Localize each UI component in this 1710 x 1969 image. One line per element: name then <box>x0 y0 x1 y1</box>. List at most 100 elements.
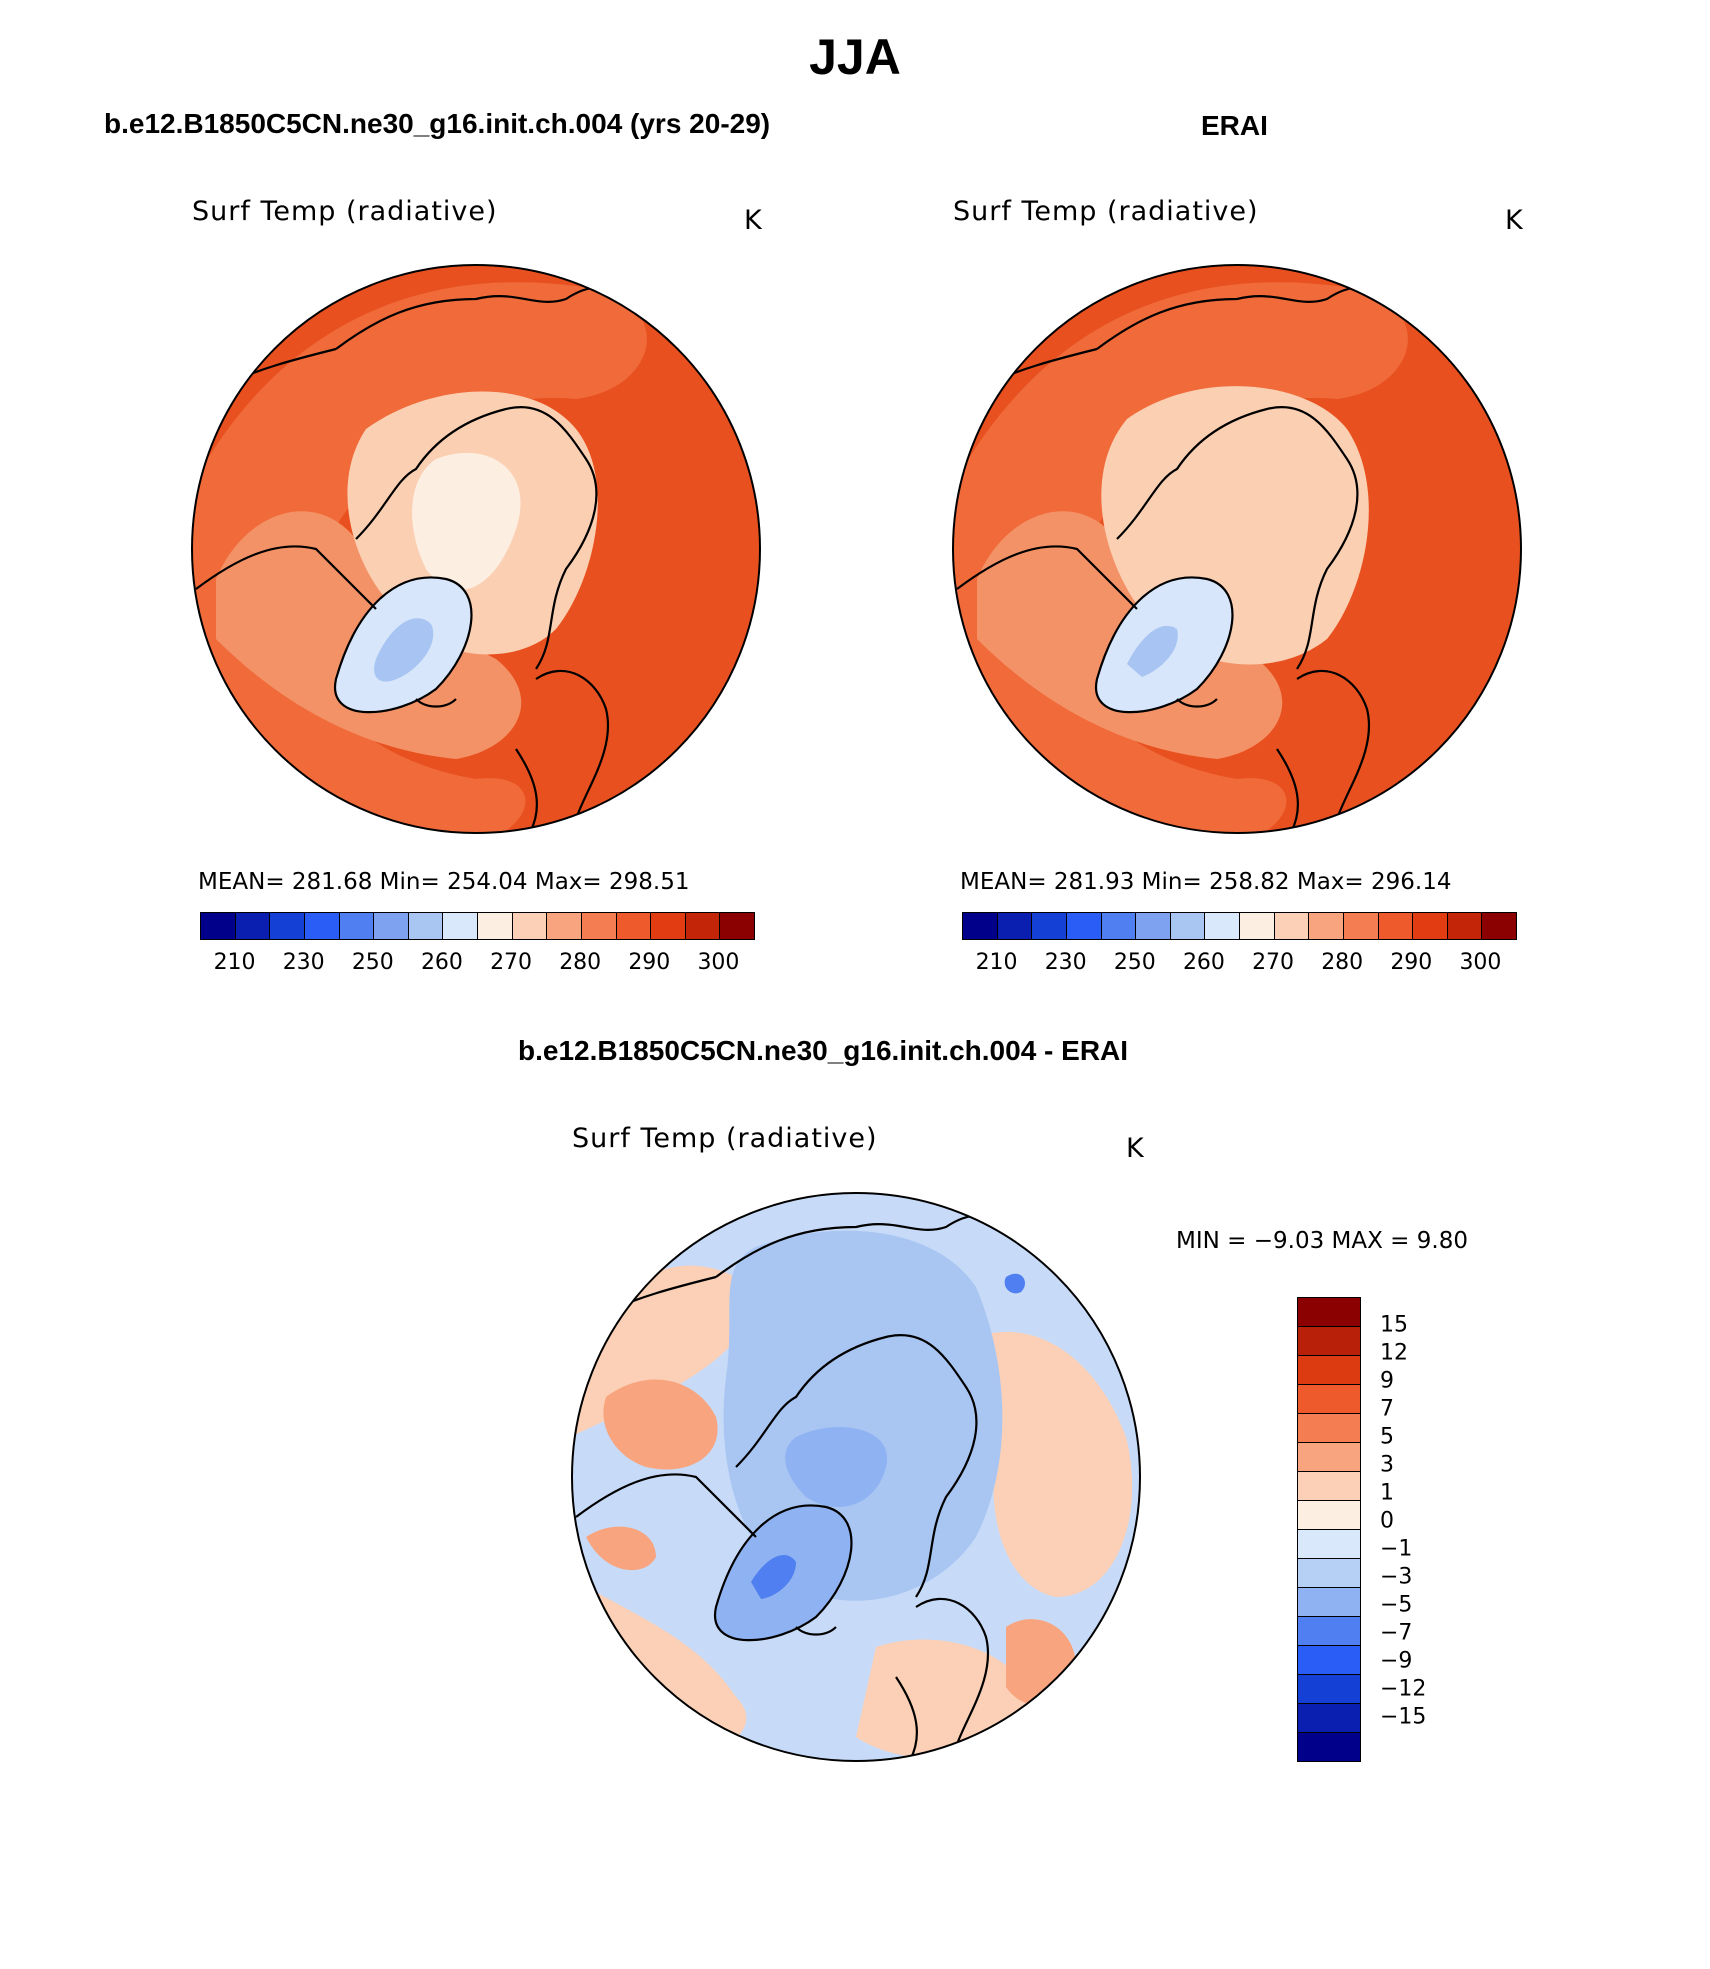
colorbar-swatch <box>339 913 375 939</box>
colorbar-swatch <box>997 913 1033 939</box>
colorbar-swatch <box>512 913 548 939</box>
panel-3-stats: MIN = −9.03 MAX = 9.80 <box>1176 1228 1468 1254</box>
colorbar-swatch <box>235 913 271 939</box>
colorbar-swatch <box>1298 1443 1360 1472</box>
panel-2-polar-map <box>952 264 1522 834</box>
colorbar-swatch <box>1298 1356 1360 1385</box>
colorbar-tick-label: 12 <box>1380 1340 1408 1366</box>
panel-1-units: K <box>744 205 762 236</box>
map-boundary <box>571 1192 1141 1762</box>
colorbar-swatch <box>1447 913 1483 939</box>
colorbar-swatch <box>1298 1559 1360 1588</box>
colorbar-swatch <box>1413 913 1448 939</box>
panel-1-colorbar-labels: 210 230 250 260 270 280 290 300 <box>200 950 753 980</box>
colorbar-swatch <box>1298 1530 1360 1559</box>
panel-1-field <box>192 265 760 833</box>
colorbar-swatch <box>1205 913 1240 939</box>
colorbar-swatch <box>1298 1733 1360 1761</box>
colorbar-swatch <box>443 913 478 939</box>
map-zone-greenland-interior <box>1127 625 1178 677</box>
colorbar-tick-label: −15 <box>1380 1704 1427 1730</box>
colorbar-swatch <box>1378 913 1414 939</box>
map-zone-central-arctic <box>1173 452 1282 590</box>
colorbar-tick-label: −9 <box>1380 1648 1413 1674</box>
colorbar-swatch <box>1066 913 1102 939</box>
colorbar-tick-label: 210 <box>975 950 1018 975</box>
panel-2-field <box>953 265 1521 833</box>
colorbar-tick-label: 5 <box>1380 1424 1394 1450</box>
colorbar-swatch <box>1298 1298 1360 1327</box>
colorbar-swatch <box>1032 913 1067 939</box>
panel-2-units: K <box>1505 205 1523 236</box>
panel-3-units: K <box>1126 1133 1144 1164</box>
colorbar-tick-label: 210 <box>213 950 256 975</box>
map-zone-central-arctic <box>785 1427 888 1507</box>
colorbar-swatch <box>304 913 340 939</box>
colorbar-tick-label: 260 <box>1182 950 1225 975</box>
colorbar-swatch <box>1298 1617 1360 1646</box>
colorbar-tick-label: 270 <box>490 950 533 975</box>
panel-1-variable-label: Surf Temp (radiative) <box>192 196 498 227</box>
colorbar-swatch <box>1298 1385 1360 1414</box>
colorbar-tick-label: 300 <box>1459 950 1502 975</box>
panel-3-colorbar-labels: 15 12 9 7 5 3 1 0 −1 −3 −5 −7 −9 −12 −15 <box>1380 1297 1460 1757</box>
colorbar-swatch <box>651 913 686 939</box>
colorbar-swatch <box>478 913 513 939</box>
colorbar-tick-label: 280 <box>559 950 602 975</box>
map-zone-greenland-interior <box>751 1273 1026 1599</box>
colorbar-tick-label: 230 <box>282 950 325 975</box>
map-zone-greenland-interior <box>374 618 434 682</box>
colorbar-swatch <box>720 913 754 939</box>
colorbar-swatch <box>1298 1704 1360 1733</box>
colorbar-tick-label: 290 <box>628 950 671 975</box>
panel-2-variable-label: Surf Temp (radiative) <box>953 196 1259 227</box>
colorbar-tick-label: 1 <box>1380 1480 1394 1506</box>
panel-2-colorbar <box>962 912 1517 940</box>
colorbar-swatch <box>547 913 582 939</box>
colorbar-swatch <box>1343 913 1379 939</box>
colorbar-tick-label: −12 <box>1380 1676 1427 1702</box>
colorbar-swatch <box>1298 1675 1360 1704</box>
panel-1-title: b.e12.B1850C5CN.ne30_g16.init.ch.004 (yr… <box>104 108 771 139</box>
panel-3-field <box>572 1193 1140 1761</box>
panel-2-title: ERAI <box>1201 110 1268 141</box>
panel-2-stats: MEAN= 281.93 Min= 258.82 Max= 296.14 <box>960 869 1452 895</box>
colorbar-swatch <box>685 913 721 939</box>
colorbar-swatch <box>1298 1327 1360 1356</box>
colorbar-swatch <box>270 913 305 939</box>
colorbar-swatch <box>1298 1588 1360 1617</box>
panel-3-variable-label: Surf Temp (radiative) <box>572 1123 878 1154</box>
colorbar-swatch <box>1298 1646 1360 1675</box>
colorbar-tick-label: 280 <box>1321 950 1364 975</box>
colorbar-tick-label: −1 <box>1380 1536 1413 1562</box>
map-boundary <box>952 264 1522 834</box>
map-boundary <box>191 264 761 834</box>
map-zone-central-arctic <box>412 452 521 590</box>
colorbar-tick-label: 9 <box>1380 1368 1394 1394</box>
colorbar-swatch <box>374 913 409 939</box>
panel-1-polar-map <box>191 264 761 834</box>
panel-3-title: b.e12.B1850C5CN.ne30_g16.init.ch.004 - E… <box>518 1035 1129 1066</box>
colorbar-tick-label: 3 <box>1380 1452 1394 1478</box>
colorbar-swatch <box>1170 913 1206 939</box>
colorbar-tick-label: 0 <box>1380 1508 1394 1534</box>
colorbar-swatch <box>581 913 617 939</box>
colorbar-swatch <box>1298 1472 1360 1501</box>
colorbar-tick-label: 230 <box>1044 950 1087 975</box>
colorbar-tick-label: 15 <box>1380 1312 1408 1338</box>
figure-title: JJA <box>809 29 901 85</box>
colorbar-tick-label: −5 <box>1380 1592 1413 1618</box>
colorbar-swatch <box>1136 913 1171 939</box>
panel-2-colorbar-labels: 210 230 250 260 270 280 290 300 <box>962 950 1515 980</box>
colorbar-tick-label: −7 <box>1380 1620 1413 1646</box>
colorbar-swatch <box>1298 1414 1360 1443</box>
panel-3-polar-map <box>571 1192 1141 1762</box>
colorbar-swatch <box>963 913 998 939</box>
colorbar-swatch <box>1309 913 1344 939</box>
colorbar-swatch <box>1274 913 1310 939</box>
colorbar-tick-label: 270 <box>1252 950 1295 975</box>
panel-1-stats: MEAN= 281.68 Min= 254.04 Max= 298.51 <box>198 869 690 895</box>
panel-1-colorbar <box>200 912 755 940</box>
colorbar-swatch <box>1482 913 1516 939</box>
colorbar-swatch <box>201 913 236 939</box>
